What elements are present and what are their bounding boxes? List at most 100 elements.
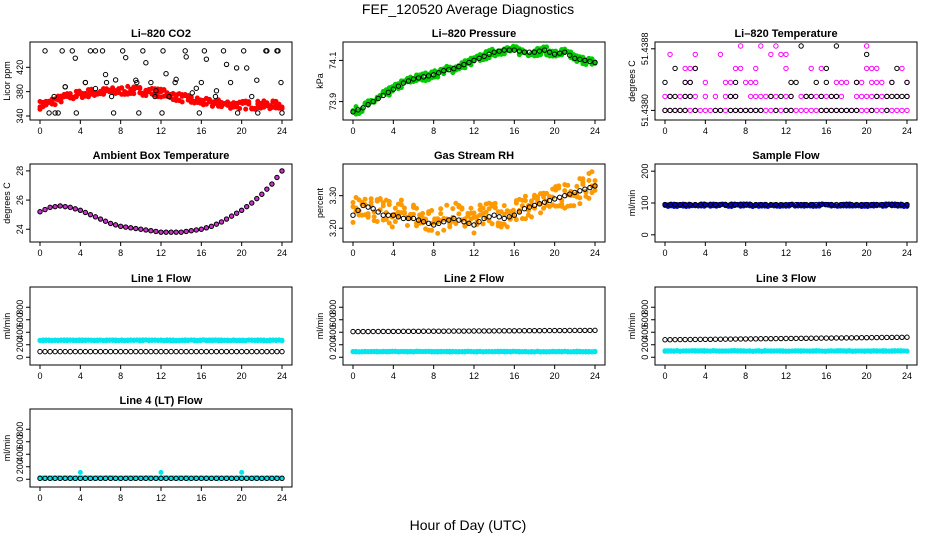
- data-point: [763, 336, 769, 342]
- data-point: [390, 212, 397, 218]
- data-point: [223, 216, 230, 222]
- x-tick-label: 8: [118, 493, 123, 503]
- data-point: [823, 335, 830, 341]
- data-point: [198, 348, 205, 355]
- data-point: [793, 107, 799, 114]
- data-point: [742, 336, 749, 342]
- data-point: [133, 77, 139, 83]
- data-point: [828, 201, 835, 208]
- data-point: [853, 79, 860, 86]
- y-tick-label: 200: [640, 164, 650, 179]
- data-point: [828, 335, 835, 341]
- data-point: [37, 348, 43, 355]
- data-point: [557, 327, 563, 334]
- data-point: [188, 228, 194, 234]
- data-point: [712, 336, 719, 342]
- data-point: [572, 55, 578, 62]
- data-point: [753, 93, 759, 100]
- data-point: [140, 48, 146, 54]
- data-point: [112, 222, 119, 228]
- data-point: [486, 214, 492, 220]
- data-point: [77, 469, 83, 475]
- data-point: [395, 328, 402, 335]
- data-point: [218, 475, 225, 482]
- data-point: [233, 348, 240, 355]
- data-point: [899, 65, 905, 72]
- data-point: [823, 201, 830, 208]
- data-point: [400, 328, 407, 335]
- data-point: [702, 201, 709, 208]
- data-point: [586, 195, 592, 201]
- data-point: [672, 93, 678, 100]
- x-tick-label: 12: [156, 371, 166, 381]
- y-tick-label: 3.20: [328, 219, 338, 237]
- data-point: [213, 348, 220, 355]
- data-point: [198, 79, 205, 86]
- series-2: [350, 47, 598, 115]
- data-point: [531, 202, 538, 209]
- data-point: [526, 204, 533, 210]
- data-point: [717, 336, 724, 342]
- data-point: [429, 227, 435, 233]
- data-point: [138, 475, 144, 482]
- y-tick-label: 200: [328, 337, 338, 352]
- data-point: [587, 184, 593, 191]
- data-point: [72, 348, 78, 355]
- x-tick-label: 4: [391, 126, 396, 136]
- data-point: [808, 201, 814, 208]
- data-point: [107, 220, 114, 227]
- data-point: [173, 348, 179, 355]
- y-axis-label: degrees C: [627, 60, 637, 102]
- panel-6: Sample Flow ml/min 0 4 8 12 16 20 24 0 100 200: [627, 150, 918, 258]
- data-point: [798, 335, 804, 342]
- data-point: [173, 76, 179, 83]
- data-point: [748, 107, 754, 114]
- data-point: [672, 201, 678, 208]
- x-tick-label: 20: [862, 248, 872, 258]
- data-point: [62, 203, 68, 210]
- data-point: [249, 475, 255, 482]
- x-tick-label: 16: [196, 126, 206, 136]
- data-point: [51, 93, 57, 100]
- data-point: [682, 65, 688, 72]
- data-point: [446, 217, 452, 223]
- data-point: [123, 348, 129, 355]
- data-point: [254, 195, 260, 202]
- data-point: [692, 65, 698, 72]
- x-tick-label: 12: [156, 126, 166, 136]
- data-point: [415, 217, 422, 223]
- panel-7: Line 1 Flow ml/min 0 4 8 12 16 20 24 0 20040060080…: [2, 273, 293, 381]
- series-2: [37, 475, 285, 482]
- data-point: [430, 328, 437, 334]
- data-point: [279, 110, 285, 116]
- data-point: [672, 336, 678, 343]
- data-point: [732, 107, 739, 114]
- y-axis-label: degrees C: [2, 182, 12, 224]
- data-point: [168, 229, 174, 235]
- data-point: [712, 93, 719, 100]
- data-point: [148, 475, 154, 482]
- data-point: [243, 106, 249, 112]
- data-point: [783, 51, 789, 58]
- data-point: [904, 79, 910, 86]
- data-point: [763, 201, 769, 208]
- data-point: [894, 93, 900, 100]
- data-point: [52, 203, 58, 210]
- data-point: [486, 51, 492, 57]
- data-point: [574, 183, 580, 189]
- data-point: [269, 181, 275, 187]
- data-point: [52, 348, 58, 355]
- x-tick-label: 24: [277, 493, 287, 503]
- data-point: [401, 209, 407, 215]
- data-point: [67, 204, 73, 211]
- x-tick-label: 12: [781, 126, 791, 136]
- data-point: [203, 348, 210, 355]
- data-point: [742, 107, 749, 114]
- data-point: [446, 328, 452, 334]
- data-point: [889, 79, 895, 86]
- panel-10: Line 4 (LT) Flow ml/min 0 4 8 12 16 20 24 0 200400…: [2, 395, 293, 503]
- data-point: [87, 48, 94, 54]
- data-point: [57, 203, 63, 209]
- data-point: [223, 61, 230, 68]
- x-tick-label: 16: [821, 248, 831, 258]
